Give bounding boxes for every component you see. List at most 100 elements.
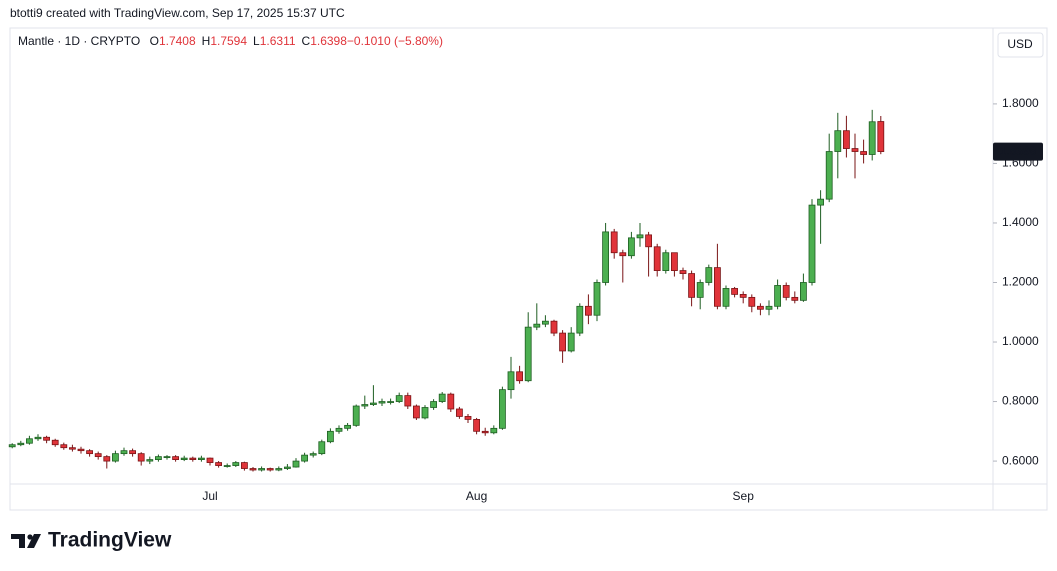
- candle-body: [567, 332, 575, 352]
- currency[interactable]: USD: [1007, 37, 1033, 51]
- candle-body: [473, 419, 481, 432]
- legend-label: O: [150, 34, 159, 48]
- candle-body: [172, 456, 180, 460]
- candle-body: [77, 448, 85, 452]
- candle-body: [378, 401, 386, 404]
- candle: [619, 249, 627, 283]
- y-tick-label: 1.8000: [1002, 96, 1039, 110]
- candle-body: [275, 468, 283, 471]
- symbol-legend: Mantle · 1D · CRYPTO O1.7408 H1.7594 L1.63…: [18, 34, 443, 48]
- candle: [800, 273, 807, 302]
- candle: [223, 463, 231, 468]
- candle-body: [335, 427, 343, 432]
- candle-body: [352, 405, 360, 426]
- candle: [103, 455, 111, 469]
- candle: [559, 330, 566, 363]
- candle-body: [507, 371, 515, 391]
- candle: [335, 425, 343, 434]
- candle-body: [369, 402, 377, 405]
- candle-body: [808, 204, 816, 283]
- candle-body: [791, 296, 799, 301]
- candle-body: [266, 468, 274, 471]
- candle-body: [688, 273, 695, 298]
- candle-body: [593, 282, 601, 316]
- candle: [275, 466, 283, 472]
- candle: [791, 291, 799, 304]
- candle: [610, 228, 618, 259]
- candle: [860, 139, 867, 164]
- legend-value: 1.7594: [210, 34, 247, 48]
- candle-body: [137, 453, 145, 462]
- candle-body: [404, 395, 412, 407]
- candle-body: [94, 453, 102, 458]
- candle-body: [559, 332, 566, 352]
- candle-body: [455, 408, 463, 417]
- candle: [490, 425, 498, 435]
- candle: [731, 286, 738, 298]
- candle: [498, 386, 506, 430]
- candle: [585, 294, 592, 325]
- legend-label: C: [302, 34, 311, 48]
- legend-label: L: [253, 34, 260, 48]
- candle-body: [430, 401, 438, 408]
- candle-body: [146, 459, 154, 462]
- candle-body: [851, 148, 859, 152]
- candle: [567, 327, 575, 353]
- candle: [714, 243, 721, 310]
- candle-body: [490, 427, 498, 434]
- candle: [843, 115, 850, 158]
- candle-body: [258, 468, 266, 471]
- x-tick-label: Sep: [733, 489, 755, 503]
- candle-body: [516, 371, 523, 382]
- candle: [378, 398, 386, 407]
- candle: [782, 282, 790, 301]
- candle-body: [653, 246, 661, 271]
- y-tick-label: 1.2000: [1002, 275, 1039, 289]
- candle: [653, 243, 661, 277]
- y-tick-label: 0.6000: [1002, 453, 1039, 467]
- candle: [533, 303, 541, 331]
- candle: [154, 454, 162, 462]
- candle: [739, 291, 747, 304]
- candle: [361, 395, 369, 409]
- candle-body: [765, 305, 773, 310]
- candle-body: [602, 231, 609, 283]
- candle-body: [464, 416, 472, 420]
- candle: [318, 439, 326, 456]
- candle: [283, 464, 291, 471]
- candle: [404, 392, 412, 409]
- candle: [120, 447, 128, 456]
- candle: [628, 231, 635, 259]
- candle-body: [232, 462, 240, 466]
- legend-value: 1.6311: [260, 34, 296, 48]
- candle: [180, 455, 188, 462]
- candle: [34, 434, 42, 441]
- candle-body: [223, 465, 231, 467]
- candle-body: [86, 450, 93, 455]
- candle: [240, 461, 248, 471]
- y-tick-label: 1.4000: [1002, 215, 1039, 229]
- candle-body: [619, 252, 627, 257]
- candle-body: [189, 457, 197, 460]
- candle-body: [112, 453, 119, 462]
- candle: [86, 449, 93, 457]
- candle: [679, 267, 687, 280]
- candle-body: [8, 444, 16, 448]
- candle: [748, 294, 756, 313]
- candle-body: [344, 424, 352, 429]
- candle: [851, 133, 859, 179]
- candle: [516, 365, 523, 384]
- candle-body: [240, 462, 248, 469]
- candle: [301, 452, 309, 463]
- currency-button[interactable]: [997, 32, 1044, 58]
- candle: [309, 451, 317, 458]
- candle-body: [524, 326, 532, 382]
- candle: [69, 444, 76, 452]
- candle-body: [843, 130, 850, 149]
- candle: [189, 456, 197, 462]
- candle-body: [722, 288, 730, 307]
- candle-body: [163, 456, 171, 459]
- candle-body: [610, 231, 618, 254]
- candle-body: [671, 252, 678, 271]
